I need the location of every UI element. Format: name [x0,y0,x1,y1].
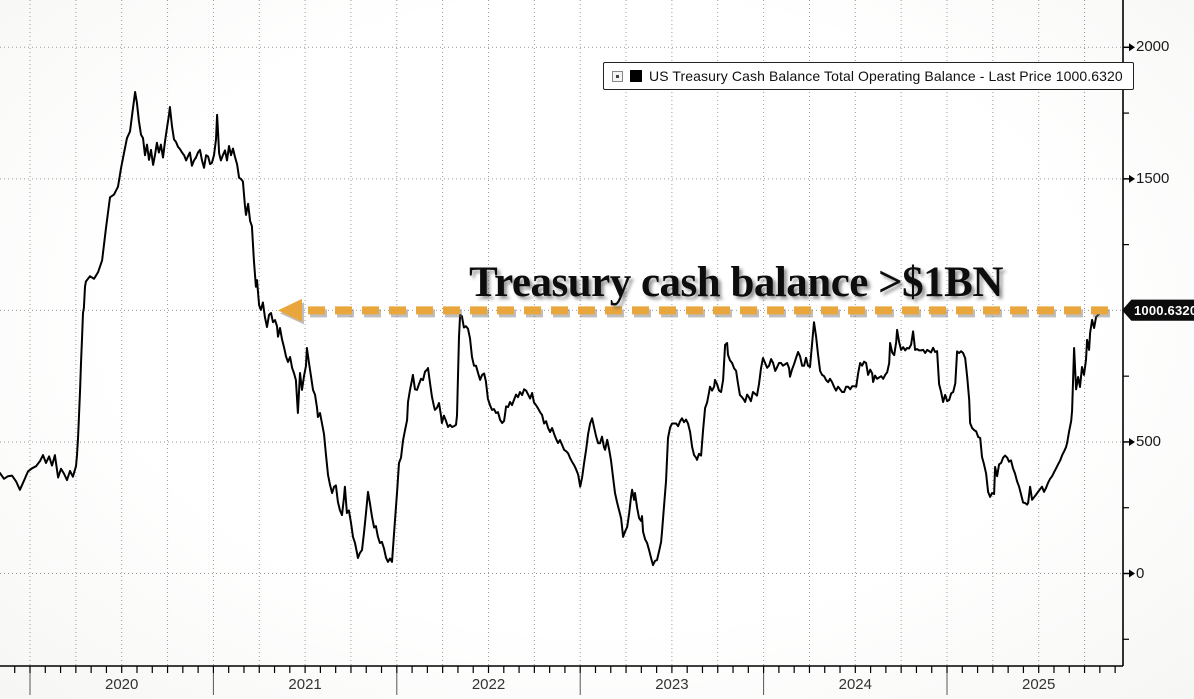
y-axis-label-1500: 1500 [1136,169,1170,187]
legend-series-label: US Treasury Cash Balance Total Operating… [649,68,1123,84]
x-axis-label-2020: 2020 [105,676,139,693]
x-axis-label-2023: 2023 [655,676,689,693]
y-axis-label-500: 500 [1136,432,1162,450]
price-line [0,91,1105,567]
annotation-arrowhead-icon[interactable] [277,298,302,322]
x-axis-label-2025: 2025 [1022,676,1056,693]
last-price-badge: 1000.6320 [1122,299,1194,321]
y-tick-arrow-icon-0 [1129,569,1135,578]
x-axis-label-2022: 2022 [471,676,506,693]
x-axis-label-2024: 2024 [838,676,872,693]
y-tick-arrow-icon-500 [1129,437,1135,446]
legend-row[interactable]: US Treasury Cash Balance Total Operating… [603,62,1134,90]
y-tick-arrow-icon-2000 [1129,43,1135,52]
legend-expand-icon[interactable] [612,70,623,82]
y-axis-label-2000: 2000 [1136,38,1170,56]
annotation-text[interactable]: Treasury cash balance >$1BN [469,259,1003,306]
series-color-swatch [630,70,642,82]
y-tick-arrow-icon-1500 [1129,174,1135,183]
x-axis-label-2021: 2021 [288,676,322,693]
y-axis-label-0: 0 [1136,564,1145,582]
